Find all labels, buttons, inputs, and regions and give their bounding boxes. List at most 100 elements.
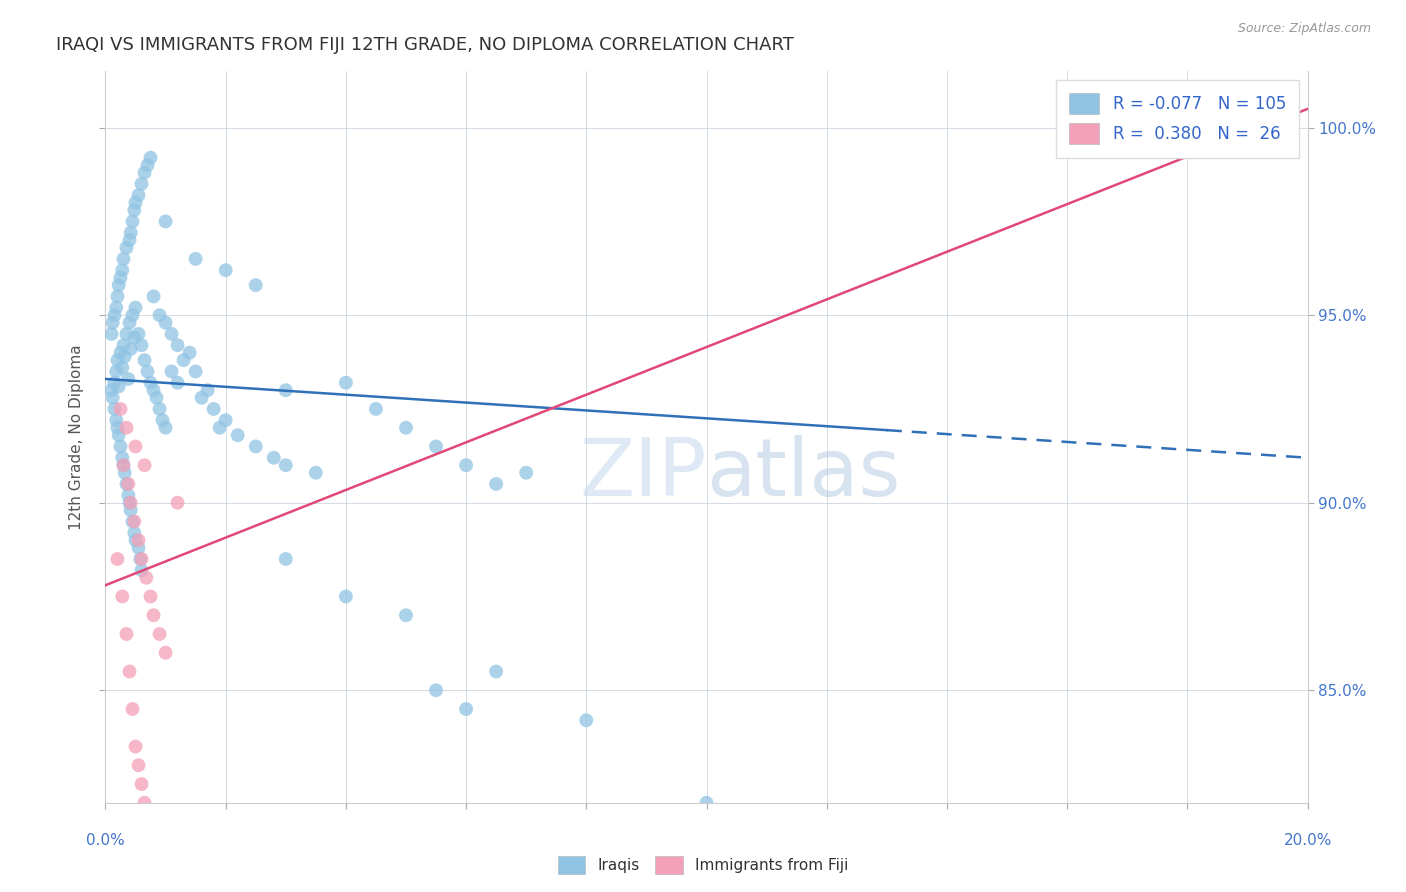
Point bbox=[114, 466, 136, 480]
Text: atlas: atlas bbox=[707, 434, 901, 513]
Point bbox=[131, 552, 153, 566]
Text: IRAQI VS IMMIGRANTS FROM FIJI 12TH GRADE, NO DIPLOMA CORRELATION CHART: IRAQI VS IMMIGRANTS FROM FIJI 12TH GRADE… bbox=[56, 36, 794, 54]
Point bbox=[118, 316, 141, 330]
Point bbox=[107, 420, 129, 434]
Point bbox=[118, 496, 141, 510]
Point bbox=[166, 376, 188, 390]
Point bbox=[112, 458, 135, 473]
Point bbox=[100, 383, 122, 397]
Point bbox=[395, 608, 418, 623]
Point bbox=[128, 541, 150, 555]
Point bbox=[107, 278, 129, 293]
Point bbox=[1236, 120, 1258, 135]
Point bbox=[105, 364, 128, 378]
Point bbox=[111, 263, 134, 277]
Point bbox=[111, 450, 134, 465]
Point bbox=[120, 226, 142, 240]
Point bbox=[124, 331, 146, 345]
Point bbox=[110, 401, 132, 416]
Point bbox=[335, 590, 357, 604]
Text: ZIP: ZIP bbox=[579, 434, 707, 513]
Point bbox=[425, 440, 447, 454]
Point bbox=[136, 158, 159, 172]
Point bbox=[155, 214, 177, 228]
Point bbox=[131, 777, 153, 791]
Point bbox=[111, 590, 134, 604]
Point bbox=[155, 420, 177, 434]
Point bbox=[105, 413, 128, 427]
Point bbox=[208, 420, 231, 434]
Point bbox=[128, 326, 150, 341]
Point bbox=[124, 440, 146, 454]
Point bbox=[131, 177, 153, 191]
Point bbox=[263, 450, 285, 465]
Point bbox=[124, 195, 146, 210]
Point bbox=[112, 338, 135, 352]
Point bbox=[134, 166, 156, 180]
Point bbox=[202, 401, 225, 416]
Point bbox=[117, 477, 139, 491]
Point bbox=[152, 413, 174, 427]
Point bbox=[101, 391, 124, 405]
Point bbox=[112, 458, 135, 473]
Point bbox=[142, 289, 165, 303]
Point bbox=[485, 665, 508, 679]
Point bbox=[485, 477, 508, 491]
Point bbox=[274, 458, 297, 473]
Point bbox=[124, 525, 146, 540]
Point bbox=[107, 353, 129, 368]
Point bbox=[166, 338, 188, 352]
Point bbox=[120, 503, 142, 517]
Point bbox=[135, 571, 157, 585]
Point bbox=[107, 428, 129, 442]
Point bbox=[107, 289, 129, 303]
Legend: Iraqis, Immigrants from Fiji: Iraqis, Immigrants from Fiji bbox=[551, 850, 855, 880]
Point bbox=[118, 665, 141, 679]
Point bbox=[179, 345, 201, 359]
Point bbox=[131, 563, 153, 577]
Point bbox=[575, 713, 598, 727]
Point bbox=[103, 376, 125, 390]
Point bbox=[245, 278, 267, 293]
Point bbox=[120, 496, 142, 510]
Point bbox=[129, 552, 152, 566]
Point bbox=[160, 364, 183, 378]
Point bbox=[134, 796, 156, 810]
Point bbox=[121, 515, 143, 529]
Point bbox=[139, 151, 162, 165]
Point bbox=[128, 533, 150, 548]
Point bbox=[118, 233, 141, 247]
Point bbox=[184, 252, 207, 266]
Point bbox=[110, 270, 132, 285]
Point bbox=[173, 353, 195, 368]
Point bbox=[160, 326, 183, 341]
Point bbox=[131, 338, 153, 352]
Point bbox=[148, 401, 170, 416]
Point bbox=[103, 401, 125, 416]
Point bbox=[364, 401, 387, 416]
Point bbox=[121, 214, 143, 228]
Point bbox=[111, 360, 134, 375]
Point bbox=[103, 308, 125, 322]
Point bbox=[145, 391, 167, 405]
Point bbox=[425, 683, 447, 698]
Point bbox=[124, 515, 146, 529]
Point bbox=[110, 440, 132, 454]
Point bbox=[214, 263, 236, 277]
Point bbox=[115, 627, 138, 641]
Point bbox=[274, 383, 297, 397]
Point bbox=[112, 252, 135, 266]
Point bbox=[184, 364, 207, 378]
Point bbox=[107, 379, 129, 393]
Point bbox=[117, 372, 139, 386]
Point bbox=[100, 326, 122, 341]
Point bbox=[155, 316, 177, 330]
Point bbox=[117, 488, 139, 502]
Point bbox=[120, 342, 142, 356]
Text: 20.0%: 20.0% bbox=[1284, 833, 1331, 848]
Point bbox=[115, 241, 138, 255]
Point bbox=[134, 458, 156, 473]
Point bbox=[139, 376, 162, 390]
Point bbox=[395, 420, 418, 434]
Point bbox=[515, 466, 537, 480]
